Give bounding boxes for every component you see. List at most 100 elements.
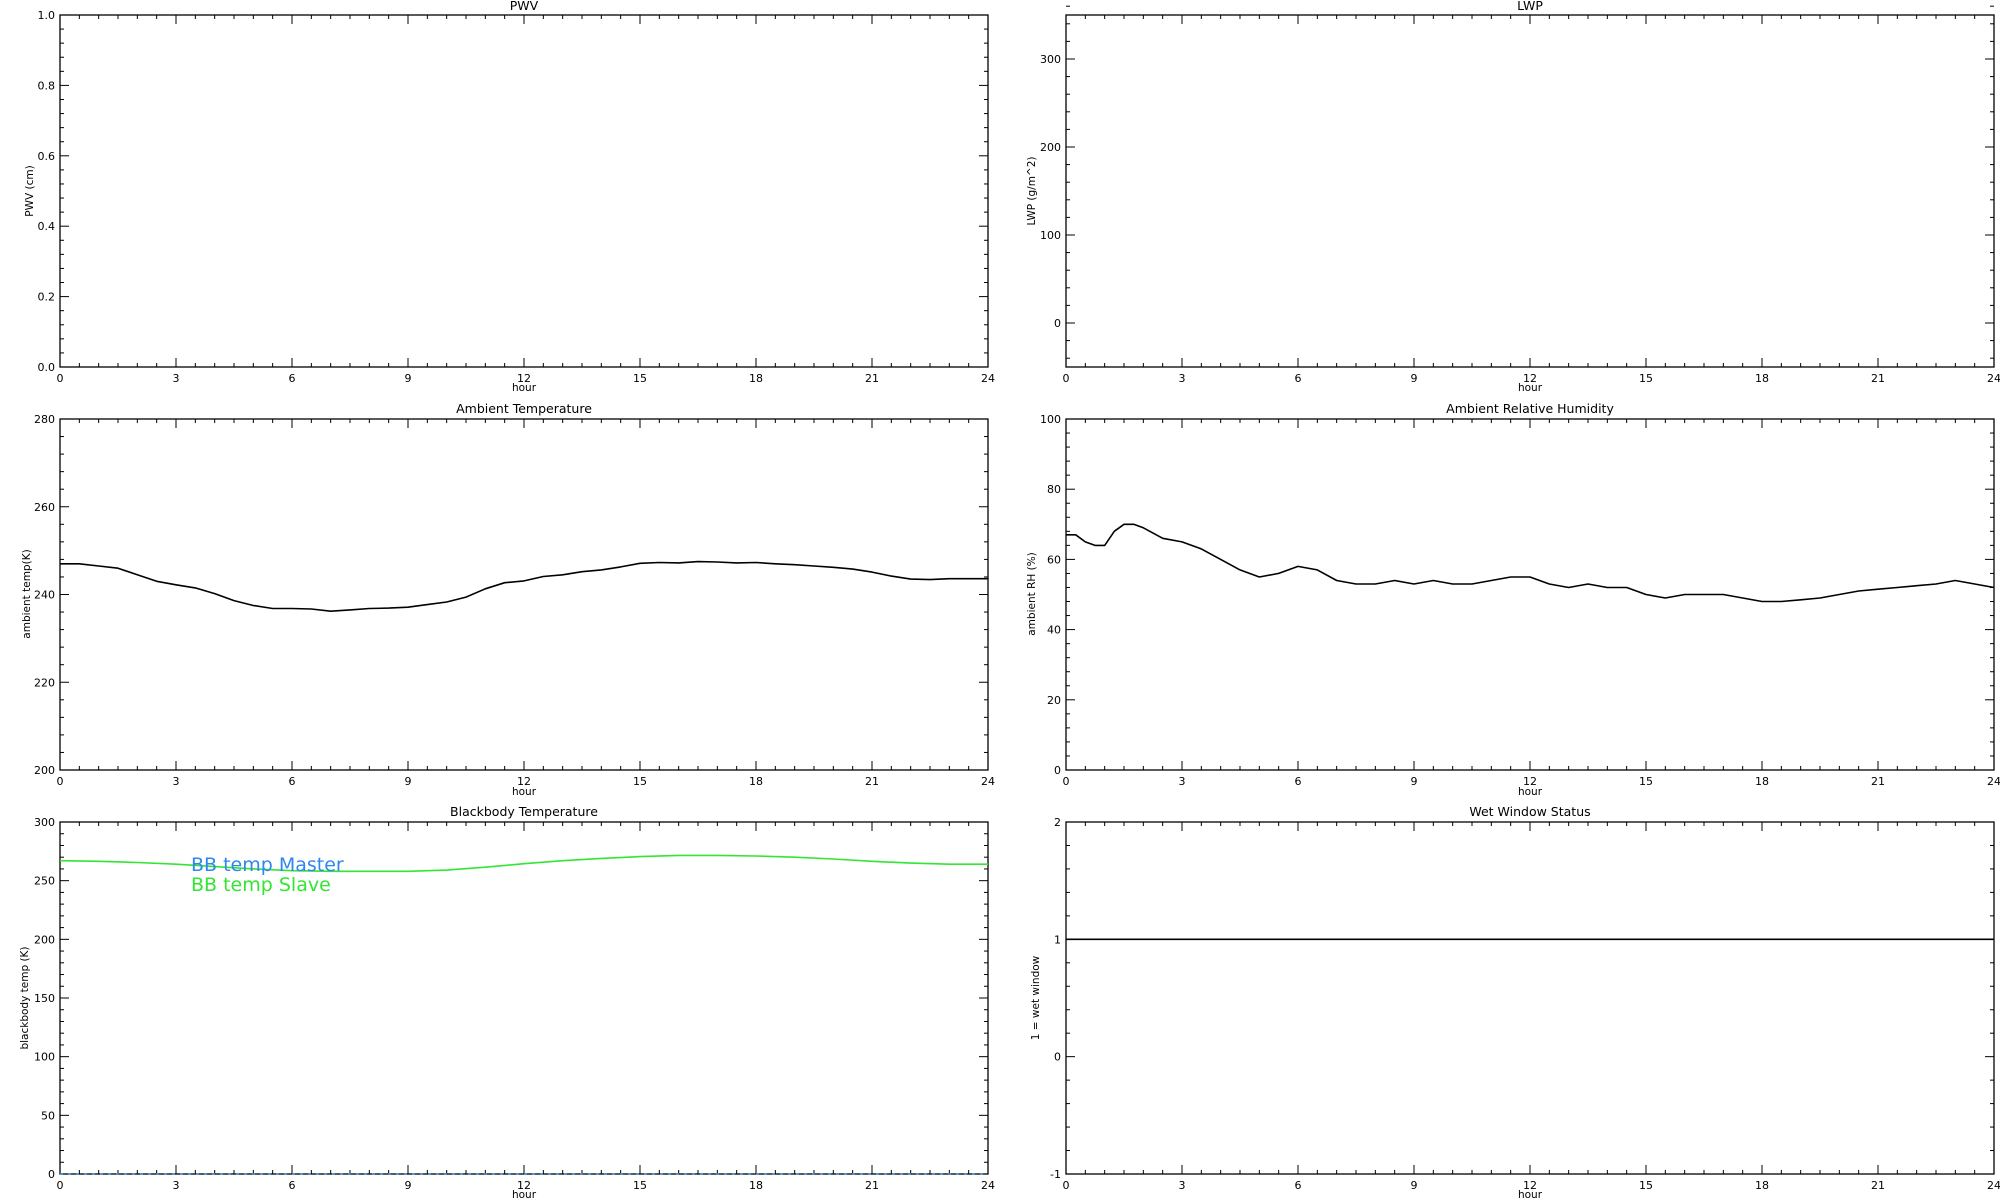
- x-tick-label: 24: [981, 372, 995, 385]
- plot-area: 0 3 6 9 12 15 18 21 24 0.0 0.2 0.4 0.6 0.8 1.0: [38, 9, 996, 385]
- legend-entry-slave: BB temp Slave: [191, 874, 331, 896]
- y-tick-label: 0: [1054, 764, 1061, 777]
- series-line-bb-temp-slave: [59, 854, 988, 873]
- y-axis-label: LWP (g/m^2): [1026, 156, 1038, 225]
- x-tick-label: 12: [517, 1179, 531, 1192]
- y-tick-label: 240: [34, 589, 55, 602]
- y-tick-label: 100: [34, 1051, 55, 1064]
- y-axis-label: blackbody temp (K): [19, 946, 31, 1049]
- y-axis-label: PWV (cm): [24, 165, 36, 216]
- y-tick-label: 100: [1040, 413, 1061, 426]
- y-axis-label: 1 = wet window: [1030, 955, 1042, 1040]
- plot-area: 0 3 6 9 12 15 18 21 24 200 220 240 260 280: [34, 413, 995, 788]
- x-tick-label: 9: [1411, 1179, 1418, 1192]
- x-tick-label: 0: [57, 775, 64, 788]
- panel-title: Wet Window Status: [1469, 804, 1590, 819]
- y-tick-label: 0.2: [38, 291, 56, 304]
- panel-title: PWV: [510, 0, 539, 13]
- x-tick-label: 6: [1295, 1179, 1302, 1192]
- plot-frame: [1065, 821, 1995, 1175]
- x-axis-label: hour: [1518, 786, 1543, 798]
- x-tick-label: 6: [289, 1179, 296, 1192]
- panel-title: Ambient Temperature: [456, 401, 592, 416]
- x-tick-label: 21: [1871, 775, 1885, 788]
- plot-frame: [1065, 14, 1995, 368]
- x-tick-label: 15: [1639, 372, 1653, 385]
- x-tick-label: 18: [1755, 372, 1769, 385]
- x-tick-label: 3: [1179, 775, 1186, 788]
- x-tick-label: 21: [865, 1179, 879, 1192]
- panel-lwp: LWP 0 3 6 9 12 15 18 21 24 0 100 200 300 hour LWP (g…: [1026, 0, 2000, 394]
- y-tick-label: 220: [34, 676, 55, 689]
- y-tick-label: 1.0: [38, 9, 56, 22]
- y-tick-label: 200: [34, 933, 55, 946]
- x-tick-label: 15: [1639, 1179, 1653, 1192]
- panel-pwv: PWV 0 3 6 9 12 15 18 21 24 0.0 0.2 0.4 0.6 0.8 1.0 hou…: [24, 0, 995, 394]
- x-tick-label: 3: [173, 372, 180, 385]
- plot-area: 0 3 6 9 12 15 18 21 24 0 20 40 60 80 100: [1040, 413, 2000, 788]
- y-tick-label: 0.6: [38, 150, 56, 163]
- x-axis-label: hour: [512, 382, 537, 394]
- panel-ambient-relative-humidity: Ambient Relative Humidity 0 3 6 9 12 15 18 21 24…: [1026, 401, 2000, 798]
- y-tick-label: 200: [1040, 141, 1061, 154]
- y-tick-label: 0.4: [38, 220, 56, 233]
- y-tick-label: 0: [48, 1168, 55, 1181]
- x-tick-label: 12: [517, 372, 531, 385]
- x-tick-label: 0: [57, 1179, 64, 1192]
- x-tick-label: 12: [517, 775, 531, 788]
- x-tick-label: 24: [1987, 1179, 2000, 1192]
- panel-blackbody-temperature: Blackbody Temperature 0 3 6 9 12 15 18 21 24 0 50 1…: [19, 804, 995, 1200]
- x-tick-label: 15: [633, 775, 647, 788]
- x-tick-label: 6: [289, 372, 296, 385]
- x-tick-label: 6: [1295, 775, 1302, 788]
- x-tick-label: 12: [1523, 1179, 1537, 1192]
- x-tick-label: 9: [405, 1179, 412, 1192]
- x-tick-label: 9: [405, 775, 412, 788]
- x-tick-label: 9: [1411, 775, 1418, 788]
- plot-area: 0 3 6 9 12 15 18 21 24 0 100 200 300: [1040, 5, 2000, 385]
- x-tick-label: 18: [749, 1179, 763, 1192]
- x-tick-label: 3: [1179, 372, 1186, 385]
- x-axis-label: hour: [512, 786, 537, 798]
- x-tick-label: 24: [981, 1179, 995, 1192]
- y-tick-label: 1: [1054, 933, 1061, 946]
- x-tick-label: 24: [981, 775, 995, 788]
- y-tick-label: 300: [1040, 53, 1061, 66]
- y-tick-label: 0.0: [38, 361, 56, 374]
- plot-frame: [59, 14, 989, 368]
- x-tick-label: 18: [1755, 1179, 1769, 1192]
- y-tick-label: 20: [1047, 694, 1061, 707]
- x-tick-label: 6: [1295, 372, 1302, 385]
- y-tick-label: 280: [34, 413, 55, 426]
- y-tick-label: 60: [1047, 553, 1061, 566]
- x-tick-label: 18: [749, 372, 763, 385]
- x-axis-label: hour: [1518, 1189, 1543, 1200]
- x-tick-label: 3: [173, 1179, 180, 1192]
- plot-frame: [1065, 418, 1995, 771]
- legend-entry-master: BB temp Master: [191, 854, 344, 876]
- y-tick-label: 0: [1054, 1051, 1061, 1064]
- y-tick-label: 260: [34, 501, 55, 514]
- panel-title: Ambient Relative Humidity: [1446, 401, 1614, 416]
- y-tick-label: 80: [1047, 483, 1061, 496]
- x-tick-label: 12: [1523, 372, 1537, 385]
- y-tick-label: 250: [34, 875, 55, 888]
- series-line-0: [1066, 523, 1995, 603]
- x-tick-label: 9: [1411, 372, 1418, 385]
- x-tick-label: 3: [1179, 1179, 1186, 1192]
- x-tick-label: 15: [633, 372, 647, 385]
- plot-area: 0 3 6 9 12 15 18 21 24 0 50 100 150 200 250 300: [34, 816, 995, 1192]
- x-tick-label: 24: [1987, 775, 2000, 788]
- y-tick-label: -1: [1050, 1168, 1061, 1181]
- x-tick-label: 21: [1871, 1179, 1885, 1192]
- x-tick-label: 0: [1063, 775, 1070, 788]
- x-tick-label: 0: [1063, 1179, 1070, 1192]
- x-tick-label: 18: [749, 775, 763, 788]
- x-tick-label: 15: [1639, 775, 1653, 788]
- series-line-0: [60, 560, 988, 613]
- x-tick-label: 24: [1987, 372, 2000, 385]
- y-axis-label: ambient temp(K): [21, 549, 33, 638]
- x-tick-label: 21: [1871, 372, 1885, 385]
